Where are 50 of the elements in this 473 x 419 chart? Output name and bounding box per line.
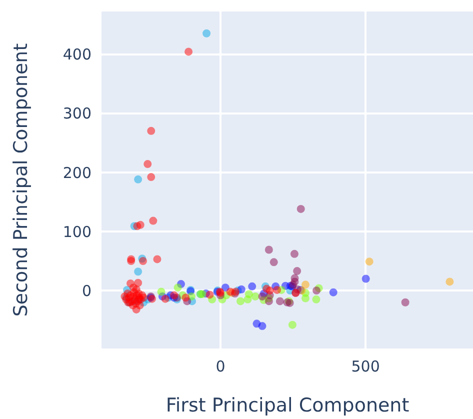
point [264,246,273,254]
point [134,268,142,276]
point [244,290,253,298]
point [301,280,310,289]
point [312,286,321,295]
point [312,295,320,304]
point [182,294,190,302]
x-tick-label: 500 [351,358,380,376]
point [290,250,298,258]
point [293,267,302,276]
point [140,294,148,302]
point [149,216,158,225]
point [266,286,274,295]
y-axis-title: Second Principal Component [10,43,32,317]
point [147,173,156,182]
point [276,297,284,306]
point [206,290,214,299]
point [329,288,338,296]
point [288,320,296,329]
point [258,322,266,330]
y-tick-label: 100 [62,222,92,241]
point [296,204,305,213]
point [258,292,266,300]
point [365,258,374,266]
point [157,288,166,296]
point [202,29,211,38]
point [132,285,140,294]
point [161,294,170,303]
point [401,298,410,306]
point [248,282,256,290]
y-tick-label: 0 [82,282,92,300]
point [134,175,142,184]
x-axis-title: First Principal Component [166,394,410,416]
point [251,292,260,300]
point [362,274,370,283]
point [270,258,278,266]
point [446,278,454,286]
point [273,286,282,294]
point [184,48,193,56]
point [147,126,156,135]
point [138,257,147,265]
point [153,255,162,264]
y-tick-label: 400 [62,46,92,64]
point [133,222,142,230]
point [144,160,152,168]
y-tick-label: 300 [62,104,92,123]
y-tick-label: 200 [62,164,92,182]
point [174,284,182,292]
point [236,297,244,306]
point [170,291,178,300]
